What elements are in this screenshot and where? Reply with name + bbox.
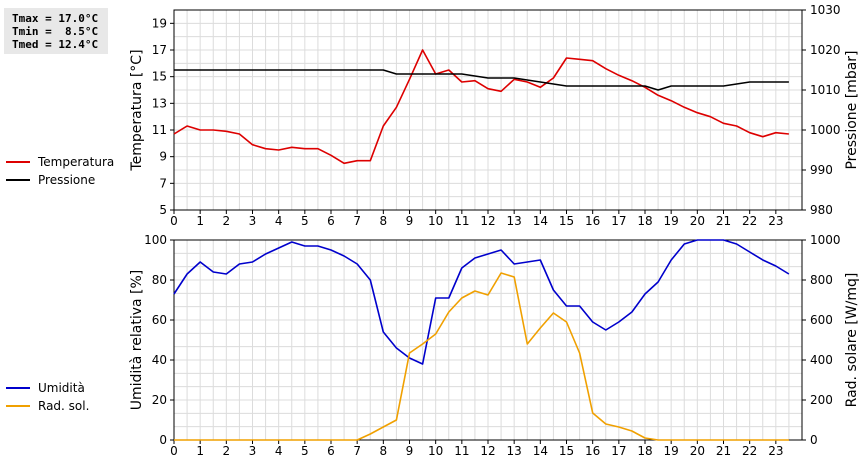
legend-label: Temperatura: [37, 155, 114, 169]
x-tick-label: 5: [301, 444, 309, 458]
x-tick-label: 6: [327, 444, 335, 458]
x-tick-label: 13: [507, 214, 522, 228]
x-tick-label: 1: [196, 214, 204, 228]
series-line-rad-sol-: [174, 272, 789, 441]
x-tick-label: 14: [533, 214, 548, 228]
legend-label: Rad. sol.: [38, 399, 89, 413]
x-tick-label: 15: [559, 214, 574, 228]
x-tick-label: 15: [559, 444, 574, 458]
x-tick-label: 6: [327, 214, 335, 228]
x-tick-label: 21: [716, 214, 731, 228]
x-tick-label: 16: [585, 444, 600, 458]
tmed-text: Tmed = 12.4°C: [12, 38, 99, 51]
y-right-tick-label: 980: [810, 203, 833, 217]
x-tick-label: 4: [275, 214, 283, 228]
x-tick-label: 7: [353, 214, 361, 228]
y-right-axis-label: Rad. solare [W/mq]: [844, 273, 860, 408]
x-tick-label: 3: [249, 214, 257, 228]
x-tick-label: 18: [637, 444, 652, 458]
x-tick-label: 22: [742, 214, 757, 228]
x-tick-label: 0: [170, 214, 178, 228]
x-tick-label: 23: [768, 214, 783, 228]
x-tick-label: 17: [611, 214, 626, 228]
y-left-tick-label: 60: [152, 313, 167, 327]
y-left-tick-label: 15: [152, 70, 167, 84]
y-left-tick-label: 100: [144, 233, 167, 247]
legend-label: Umidità: [38, 381, 85, 395]
x-tick-label: 19: [664, 214, 679, 228]
y-right-tick-label: 200: [810, 393, 833, 407]
x-tick-label: 16: [585, 214, 600, 228]
x-tick-label: 10: [428, 214, 443, 228]
y-right-tick-label: 600: [810, 313, 833, 327]
series-line-pressione: [174, 69, 789, 91]
x-tick-label: 13: [507, 444, 522, 458]
legend-label: Pressione: [38, 173, 95, 187]
x-tick-label: 5: [301, 214, 309, 228]
x-tick-label: 2: [223, 214, 231, 228]
y-left-tick-label: 20: [152, 393, 167, 407]
x-tick-label: 18: [637, 214, 652, 228]
y-right-axis-label: Pressione [mbar]: [844, 50, 860, 169]
y-left-tick-label: 19: [152, 16, 167, 30]
y-left-tick-label: 40: [152, 353, 167, 367]
x-tick-label: 17: [611, 444, 626, 458]
x-tick-label: 12: [480, 214, 495, 228]
y-left-tick-label: 5: [159, 203, 167, 217]
y-left-axis-label: Umidità relativa [%]: [129, 270, 145, 411]
y-right-tick-label: 990: [810, 163, 833, 177]
x-tick-label: 23: [768, 444, 783, 458]
x-tick-label: 19: [664, 444, 679, 458]
x-tick-label: 1: [196, 444, 204, 458]
y-right-tick-label: 1020: [810, 43, 841, 57]
y-right-tick-label: 0: [810, 433, 818, 447]
y-left-tick-label: 13: [152, 96, 167, 110]
tmin-text: Tmin = 8.5°C: [12, 25, 99, 38]
y-left-axis-label: Temperatura [°C]: [129, 49, 145, 171]
x-tick-label: 9: [406, 214, 414, 228]
x-tick-label: 9: [406, 444, 414, 458]
x-tick-label: 22: [742, 444, 757, 458]
x-tick-label: 21: [716, 444, 731, 458]
series-line-temperatura: [173, 49, 789, 165]
x-tick-label: 3: [249, 444, 257, 458]
x-tick-label: 8: [380, 214, 388, 228]
y-right-tick-label: 1000: [810, 233, 841, 247]
x-tick-label: 20: [690, 444, 705, 458]
y-right-tick-label: 1030: [810, 3, 841, 17]
y-right-tick-label: 800: [810, 273, 833, 287]
x-tick-label: 11: [454, 214, 469, 228]
x-tick-label: 2: [223, 444, 231, 458]
y-right-tick-label: 1000: [810, 123, 841, 137]
stats-box: Tmax = 17.0°C Tmin = 8.5°C Tmed = 12.4°C: [4, 8, 108, 54]
y-left-tick-label: 7: [159, 176, 167, 190]
y-left-tick-label: 80: [152, 273, 167, 287]
y-left-tick-label: 9: [159, 150, 167, 164]
x-tick-label: 11: [454, 444, 469, 458]
x-tick-label: 4: [275, 444, 283, 458]
x-tick-label: 20: [690, 214, 705, 228]
x-tick-label: 12: [480, 444, 495, 458]
y-left-tick-label: 0: [159, 433, 167, 447]
y-right-tick-label: 1010: [810, 83, 841, 97]
y-right-tick-label: 400: [810, 353, 833, 367]
tmax-text: Tmax = 17.0°C: [12, 12, 99, 25]
series-line-umidit-: [173, 239, 790, 365]
x-tick-label: 14: [533, 444, 548, 458]
x-tick-label: 0: [170, 444, 178, 458]
x-tick-label: 8: [380, 444, 388, 458]
x-tick-label: 10: [428, 444, 443, 458]
y-left-tick-label: 17: [152, 43, 167, 57]
x-tick-label: 7: [353, 444, 361, 458]
y-left-tick-label: 11: [152, 123, 167, 137]
